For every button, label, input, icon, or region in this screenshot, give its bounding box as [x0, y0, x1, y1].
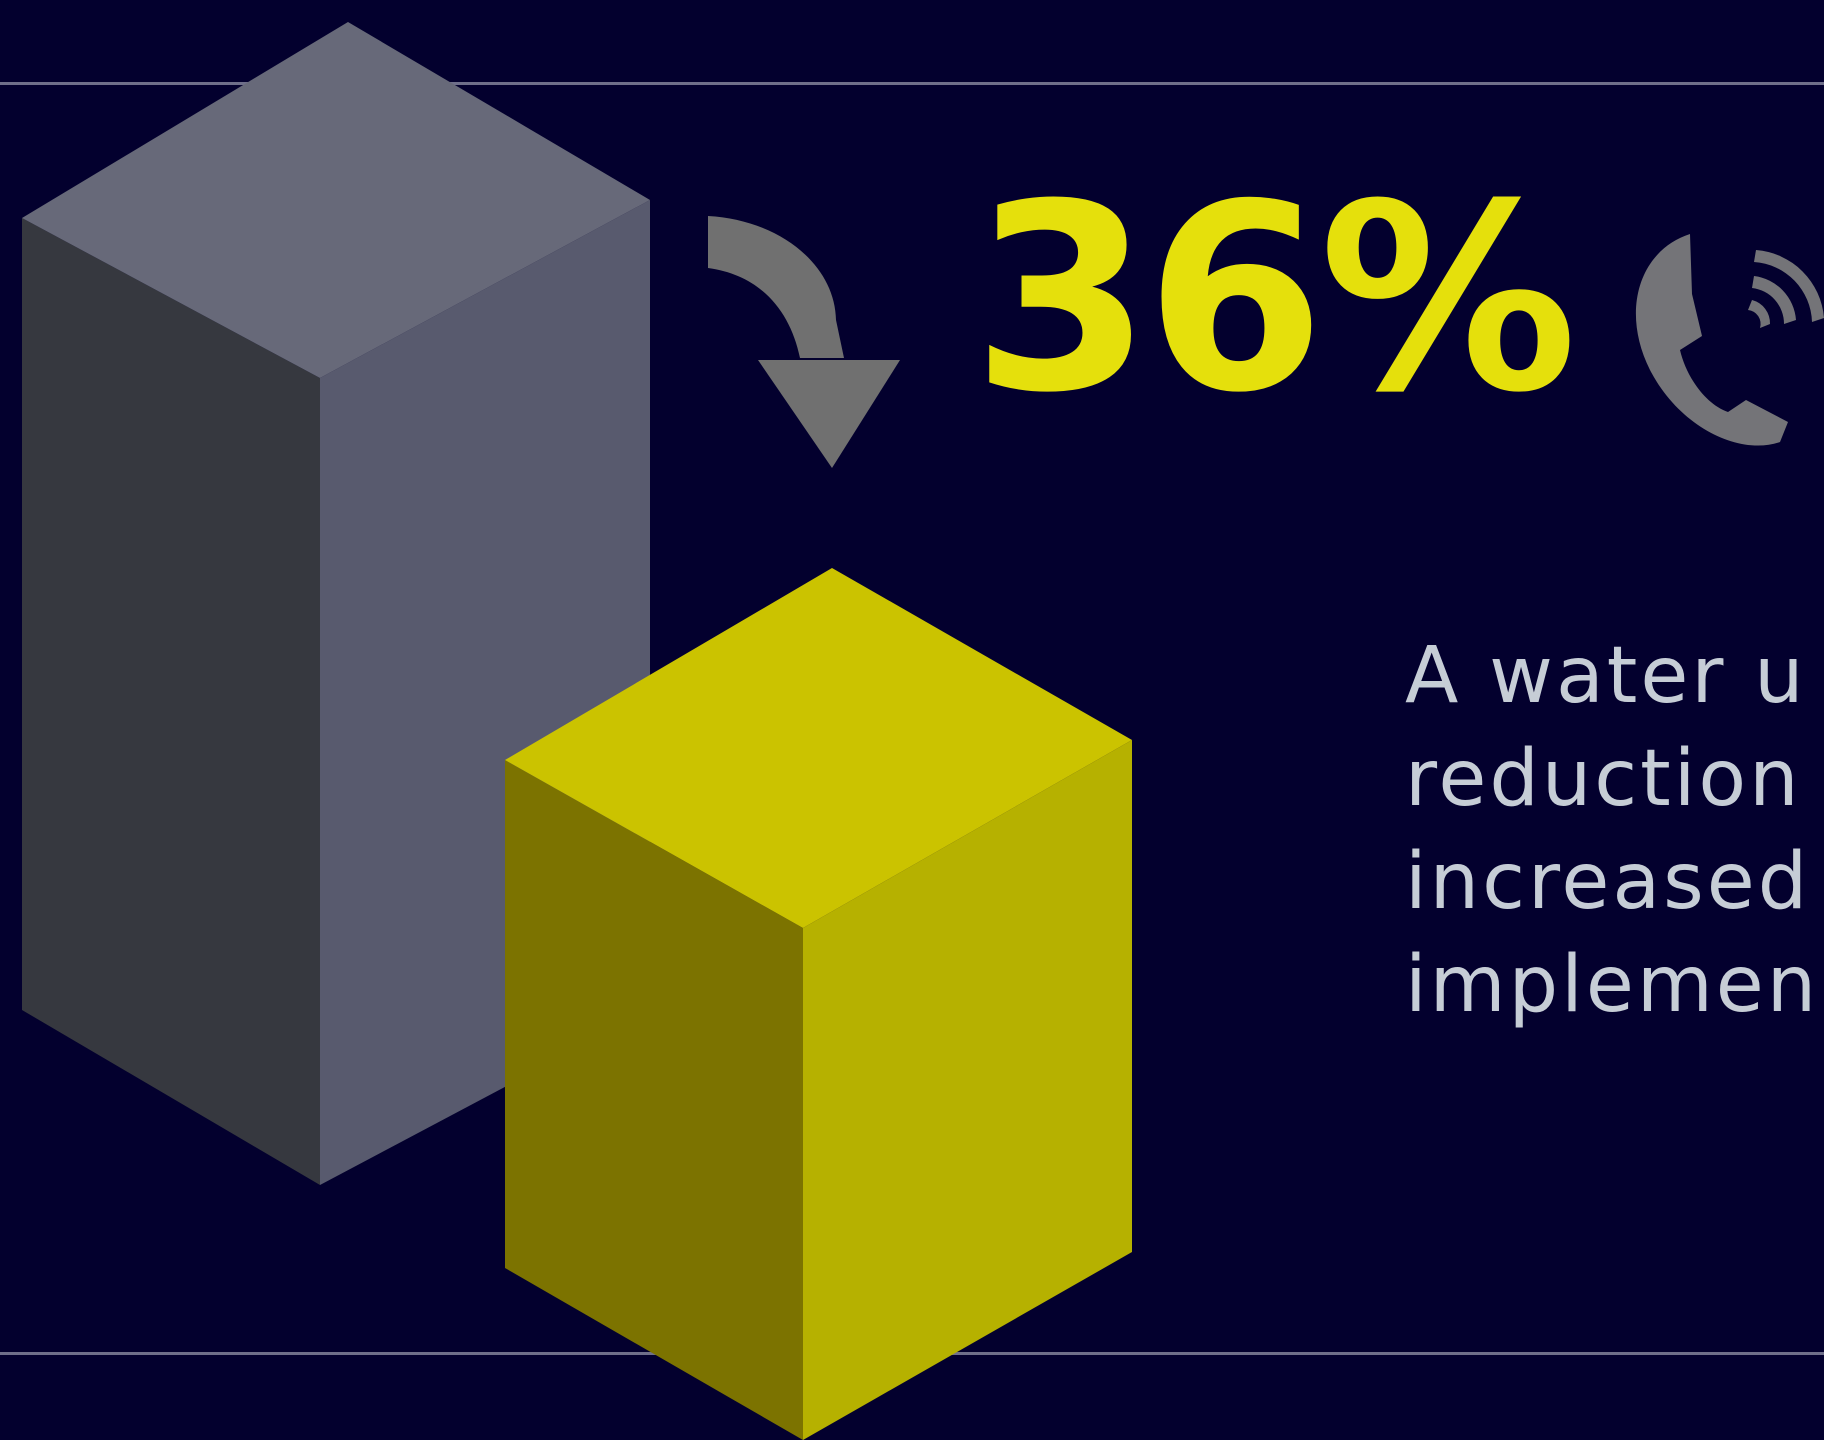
after-column: [505, 568, 1132, 1440]
description-text: A water u reduction increased implemen: [1405, 625, 1824, 1037]
description-line: reduction: [1405, 734, 1802, 824]
reduction-percentage: 36%: [972, 149, 1578, 449]
curved-down-arrow-icon: [708, 216, 900, 468]
top-divider: [0, 82, 1824, 85]
phone-ringing-icon: [1635, 234, 1824, 446]
description-line: implemen: [1405, 940, 1820, 1030]
description-line: increased: [1405, 837, 1811, 927]
description-line: A water u: [1405, 631, 1807, 721]
